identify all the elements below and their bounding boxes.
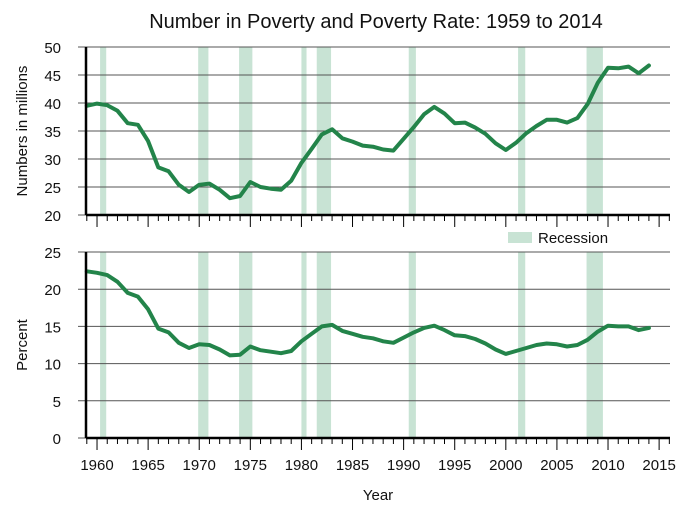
- recession-band: [100, 252, 107, 438]
- y-tick-label: 45: [44, 68, 61, 85]
- x-tick-label: 1995: [438, 457, 471, 474]
- x-tick-label: 1975: [234, 457, 267, 474]
- recession-band: [239, 252, 253, 438]
- y-tick-label: 5: [53, 394, 61, 411]
- x-tick-label: 1990: [387, 457, 420, 474]
- top-y-axis-title: Numbers in millions: [14, 66, 31, 197]
- x-tick-label: 1970: [183, 457, 216, 474]
- chart-title: Number in Poverty and Poverty Rate: 1959…: [149, 11, 603, 33]
- x-tick-label: 2005: [540, 457, 573, 474]
- x-tick-label: 2010: [591, 457, 624, 474]
- y-tick-label: 15: [44, 319, 61, 336]
- y-tick-label: 0: [53, 431, 61, 448]
- legend-recession-label: Recession: [538, 230, 608, 247]
- x-tick-label: 1985: [336, 457, 369, 474]
- y-tick-label: 35: [44, 124, 61, 141]
- recession-band: [316, 252, 332, 438]
- y-tick-label: 20: [44, 208, 61, 225]
- y-tick-label: 25: [44, 180, 61, 197]
- series-lines: [84, 63, 651, 358]
- series-line-rate: [84, 269, 651, 358]
- x-tick-label: 2000: [489, 457, 522, 474]
- recession-band: [586, 252, 603, 438]
- y-tick-label: 25: [44, 245, 61, 262]
- legend: Recession: [508, 230, 608, 247]
- y-tick-label: 10: [44, 357, 61, 374]
- x-tick-label: 1965: [131, 457, 164, 474]
- y-tick-labels: 20 25 30 35 40 45 50 0 5 10 15 20 25: [44, 40, 61, 448]
- x-tick-label: 2015: [642, 457, 675, 474]
- x-ticks: 1960 1965 1970 1975 1980 1985 1990 1995 2000 2005…: [80, 215, 676, 474]
- gridlines: [78, 46, 670, 439]
- recession-band: [408, 252, 416, 438]
- y-tick-label: 20: [44, 282, 61, 299]
- x-tick-label: 1980: [285, 457, 318, 474]
- x-axis-title: Year: [363, 487, 393, 504]
- y-tick-label: 50: [44, 40, 61, 57]
- series-line-number: [84, 63, 651, 201]
- y-tick-label: 40: [44, 96, 61, 113]
- axes: [84, 47, 670, 440]
- legend-recession-swatch: [508, 232, 532, 243]
- x-tick-label: 1960: [80, 457, 113, 474]
- y-tick-label: 30: [44, 152, 61, 169]
- recession-band: [301, 252, 307, 438]
- bottom-y-axis-title: Percent: [14, 318, 31, 371]
- recession-band: [518, 252, 526, 438]
